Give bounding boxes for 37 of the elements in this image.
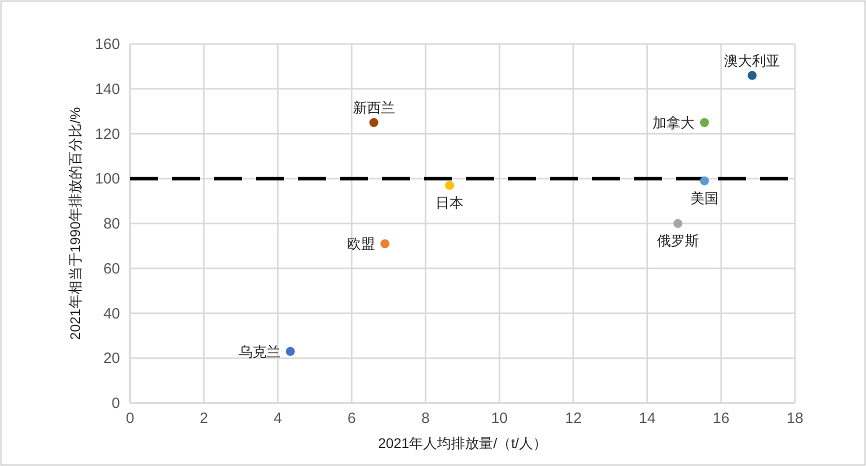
x-tick-label: 18 [786, 410, 804, 427]
y-tick-label: 60 [103, 260, 120, 278]
series-label: 澳大利亚 [724, 52, 780, 68]
point [380, 239, 390, 248]
y-tick-label: 120 [94, 126, 120, 143]
y-tick-label: 140 [94, 80, 120, 98]
x-tick-label: 14 [638, 410, 656, 427]
point [700, 118, 709, 128]
x-axis-title: 2021年人均排放量/（t/人） [378, 435, 547, 451]
series-label: 美国 [690, 190, 718, 206]
point [445, 180, 454, 190]
point [369, 118, 378, 128]
x-tick-label: 8 [421, 410, 430, 427]
y-tick-label: 80 [103, 216, 120, 232]
y-tick-label: 100 [94, 170, 120, 188]
y-tick-label: 40 [103, 305, 120, 322]
x-tick-label: 0 [126, 410, 134, 427]
y-tick-label: 160 [94, 36, 120, 53]
series-label: 俄罗斯 [656, 232, 699, 248]
x-tick-label: 2 [200, 410, 208, 427]
x-tick-label: 10 [491, 410, 508, 427]
x-tick-label: 16 [712, 410, 730, 427]
series-label: 欧盟 [346, 236, 375, 252]
series-label: 加拿大 [652, 114, 694, 131]
point [673, 219, 682, 228]
point [286, 346, 295, 356]
x-tick-label: 12 [564, 410, 582, 427]
series-label: 乌克兰 [238, 343, 280, 360]
series-label: 日本 [436, 194, 464, 210]
y-tick-label: 0 [112, 395, 120, 412]
point [700, 176, 709, 186]
x-tick-label: 4 [274, 410, 282, 427]
y-tick-label: 20 [103, 350, 120, 368]
x-tick-label: 6 [347, 410, 356, 427]
point [748, 70, 757, 80]
y-axis-title: 2021年相当于1990年排放的百分比/% [67, 107, 83, 340]
series-label: 新西兰 [352, 100, 395, 116]
